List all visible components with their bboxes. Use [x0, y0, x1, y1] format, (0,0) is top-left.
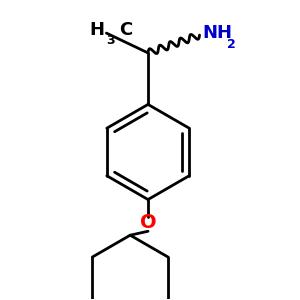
Text: 3: 3 [106, 34, 115, 47]
Text: NH: NH [202, 24, 232, 42]
Text: H: H [89, 21, 104, 39]
Text: 2: 2 [227, 38, 236, 51]
Text: O: O [140, 213, 156, 232]
Text: C: C [119, 21, 133, 39]
